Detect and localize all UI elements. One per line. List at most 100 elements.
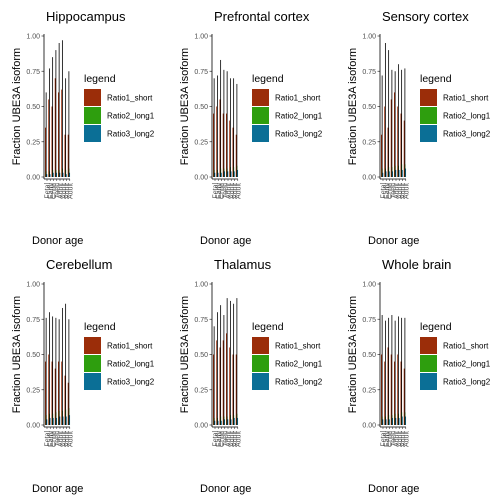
legend-label: Ratio2_long1: [443, 112, 491, 121]
bar: [58, 92, 59, 177]
bar: [400, 113, 402, 177]
legend-swatch: [252, 125, 269, 142]
x-tick-label: Adult: [400, 183, 407, 199]
bar: [385, 171, 387, 177]
bar: [381, 354, 382, 425]
bar: [395, 417, 397, 425]
bar: [51, 361, 53, 425]
x-axis-label: Donor age: [368, 483, 419, 495]
bar: [59, 172, 61, 177]
y-tick-label: 0.25: [194, 139, 208, 146]
panel-title: Prefrontal cortex: [214, 9, 310, 24]
x-tick-label: Early: [384, 183, 391, 199]
x-tick-label: Early: [216, 183, 223, 199]
y-tick-label: 0.25: [26, 387, 40, 394]
bar: [235, 134, 237, 177]
legend-swatch: [420, 337, 437, 354]
legend-label: Ratio3_long2: [443, 130, 491, 139]
x-axis-label: Donor age: [200, 483, 251, 495]
bar: [48, 354, 50, 425]
y-tick-label: 0.00: [194, 175, 208, 182]
x-tick-label: Fetal: [45, 183, 52, 199]
x-tick-label: Adult: [229, 431, 236, 447]
legend-label: Ratio3_long2: [107, 378, 155, 387]
bar: [62, 172, 64, 177]
bar: [226, 113, 227, 177]
legend-swatch: [252, 89, 269, 106]
bar: [51, 106, 53, 177]
bar: [390, 99, 392, 177]
x-tick-label: Adult: [226, 183, 233, 199]
bar: [400, 361, 402, 425]
bar: [222, 340, 224, 425]
x-tick-label: Teen: [54, 431, 61, 446]
y-tick-label: 1.00: [26, 282, 40, 289]
bar: [229, 347, 231, 425]
x-tick-label: Fetal: [45, 431, 52, 447]
legend-label: Ratio1_short: [443, 94, 489, 103]
bar: [394, 361, 395, 425]
bar: [56, 172, 58, 177]
x-tick-label: Adult: [394, 431, 401, 447]
y-tick-label: 0.75: [194, 69, 208, 76]
bar: [220, 420, 222, 425]
legend-swatch: [420, 89, 437, 106]
y-tick-label: 0.50: [194, 104, 208, 111]
y-tick-label: 0.25: [362, 387, 376, 394]
x-tick-label: Fetal: [213, 183, 220, 199]
legend-swatch: [420, 125, 437, 142]
y-tick-label: 0.75: [26, 69, 40, 76]
x-tick-label: Adult: [229, 183, 236, 199]
legend-swatch: [252, 355, 269, 372]
legend-title: legend: [84, 73, 116, 85]
bar: [233, 417, 235, 425]
legend-title: legend: [420, 321, 452, 333]
bar: [213, 113, 214, 177]
x-tick-label: Fetal: [213, 431, 220, 447]
x-tick-label: Adult: [397, 431, 404, 447]
bar: [388, 171, 390, 177]
x-axis-label: Donor age: [32, 483, 83, 495]
y-tick-label: 1.00: [362, 34, 376, 41]
legend-label: Ratio3_long2: [275, 130, 323, 139]
legend-label: Ratio1_short: [275, 94, 321, 103]
bar: [401, 169, 403, 177]
x-tick-label: Adult: [394, 183, 401, 199]
bar: [237, 169, 239, 177]
bar: [394, 92, 395, 177]
bar: [65, 174, 67, 177]
x-axis-label: Donor age: [368, 235, 419, 247]
x-tick-label: Adult: [67, 431, 74, 447]
y-tick-label: 0.75: [362, 317, 376, 324]
legend-label: Ratio2_long1: [107, 360, 155, 369]
bar: [67, 134, 69, 177]
bar: [387, 347, 389, 425]
bar: [213, 354, 214, 425]
y-tick-label: 0.25: [26, 139, 40, 146]
y-axis-label: Fraction UBE3A isoform: [179, 296, 191, 413]
legend-swatch: [420, 355, 437, 372]
panel-title: Sensory cortex: [382, 9, 469, 24]
legend-label: Ratio2_long1: [443, 360, 491, 369]
bar: [384, 106, 386, 177]
bar: [222, 113, 224, 177]
bar: [392, 171, 394, 177]
bar: [56, 417, 58, 425]
x-tick-label: Child: [219, 431, 226, 447]
legend-swatch: [84, 337, 101, 354]
legend-swatch: [252, 337, 269, 354]
bar: [232, 354, 234, 425]
x-tick-label: Child: [387, 431, 394, 447]
bar: [385, 419, 387, 425]
y-tick-label: 0.25: [194, 387, 208, 394]
bar: [220, 172, 222, 177]
bar: [398, 169, 400, 177]
legend-swatch: [420, 107, 437, 124]
x-tick-label: Teen: [222, 183, 229, 198]
legend-label: Ratio2_long1: [275, 360, 323, 369]
x-tick-label: Adult: [58, 431, 65, 447]
bar: [227, 419, 229, 425]
x-tick-label: Adult: [403, 431, 410, 447]
y-tick-label: 0.50: [194, 352, 208, 359]
